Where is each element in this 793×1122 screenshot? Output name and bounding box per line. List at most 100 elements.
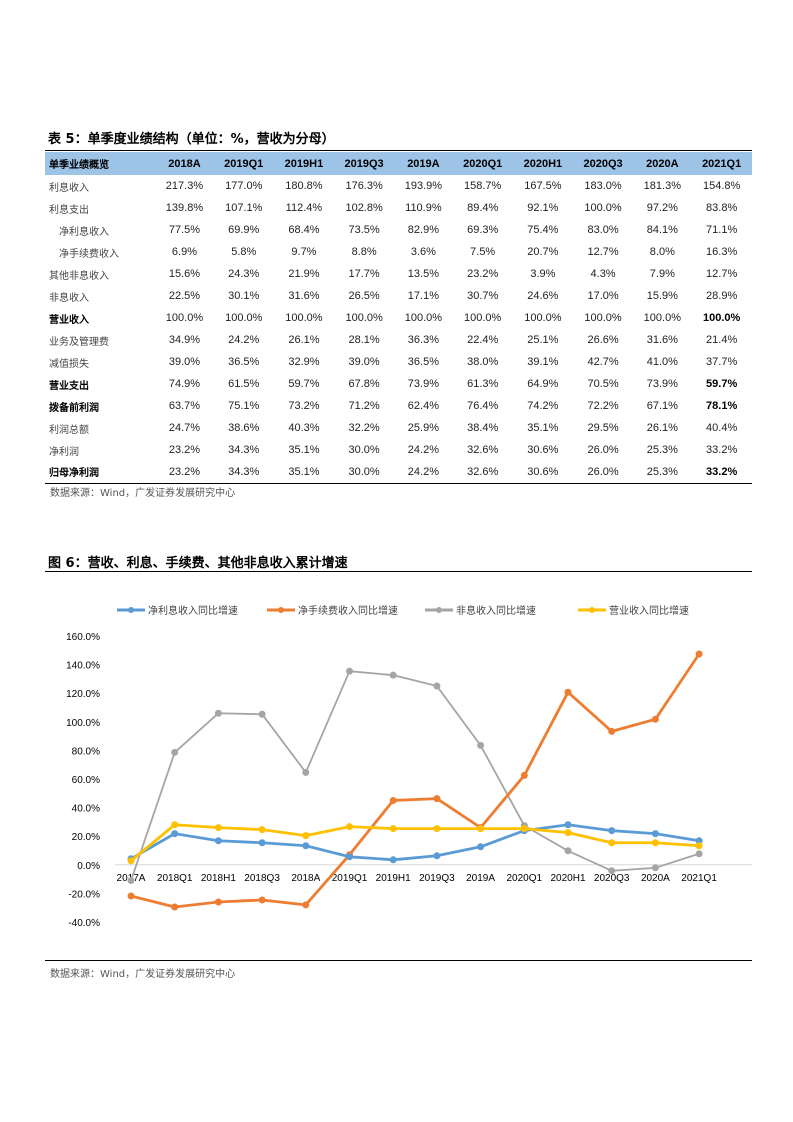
data-point xyxy=(520,825,528,833)
table-row: 其他非息收入 15.6% 24.3% 21.9% 17.7% 13.5% 23.2% 3.9%… xyxy=(45,263,752,285)
data-point xyxy=(258,710,266,718)
row-label: 拨备前利润 xyxy=(49,402,99,414)
table-cell: 3.6% xyxy=(410,246,436,258)
legend-marker xyxy=(589,607,595,613)
table-cell: 3.9% xyxy=(530,268,556,280)
legend-item: 非息收入同比增速 xyxy=(425,604,536,617)
table-cell: 73.9% xyxy=(407,378,439,390)
row-label: 净手续费收入 xyxy=(59,248,119,260)
data-point xyxy=(302,901,310,909)
data-point xyxy=(477,825,485,833)
table-cell: 12.7% xyxy=(706,268,738,280)
table-cell: 78.1% xyxy=(706,400,738,412)
data-point xyxy=(258,839,266,847)
row-label: 减值损失 xyxy=(49,358,89,370)
column-header: 2021Q1 xyxy=(702,157,742,170)
data-point xyxy=(477,843,485,851)
table-cell: 32.6% xyxy=(467,465,499,478)
legend-label: 非息收入同比增速 xyxy=(456,604,536,617)
table-cell: 41.0% xyxy=(646,356,678,368)
table-cell: 34.3% xyxy=(228,465,260,478)
table-cell: 9.7% xyxy=(291,246,317,258)
figure-title: 图 6：营收、利息、手续费、其他非息收入累计增速 xyxy=(48,556,348,571)
x-tick-label: 2019Q3 xyxy=(419,873,455,884)
y-tick-label: 80.0% xyxy=(72,746,100,757)
table-cell: 37.7% xyxy=(706,356,738,368)
x-tick-label: 2018H1 xyxy=(201,873,236,884)
data-point xyxy=(302,842,310,850)
table-row: 减值损失 39.0% 36.5% 32.9% 39.0% 36.5% 38.0% 39.1% 4… xyxy=(45,351,752,373)
series-line xyxy=(130,670,700,881)
legend-item: 净手续费收入同比增速 xyxy=(267,604,398,617)
table-cell: 21.9% xyxy=(288,268,320,280)
y-tick-label: 140.0% xyxy=(66,661,100,672)
table-cell: 35.1% xyxy=(527,422,559,434)
row-label: 利润总额 xyxy=(49,424,89,436)
table-cell: 30.0% xyxy=(348,444,380,456)
table-row: 营业收入 100.0% 100.0% 100.0% 100.0% 100.0% 100.0%… xyxy=(45,307,752,329)
row-label: 净利息收入 xyxy=(59,226,109,238)
table-cell: 100.0% xyxy=(165,312,204,324)
x-tick-label: 2020Q1 xyxy=(507,873,543,884)
data-point xyxy=(302,768,310,776)
table-row: 净手续费收入 6.9% 5.8% 9.7% 8.8% 3.6% 7.5% 20.7% 12.7%… xyxy=(45,241,752,263)
table-cell: 39.1% xyxy=(527,356,559,368)
data-point xyxy=(520,771,528,779)
table-cell: 139.8% xyxy=(165,202,204,214)
x-tick-label: 2020Q3 xyxy=(594,873,630,884)
table-cell: 7.9% xyxy=(649,268,675,280)
table-cell: 13.5% xyxy=(407,268,439,280)
table-cell: 32.9% xyxy=(288,356,320,368)
table-cell: 39.0% xyxy=(348,356,380,368)
table-cell: 17.1% xyxy=(407,290,439,302)
data-point xyxy=(695,842,703,850)
column-header: 2020A xyxy=(646,157,679,170)
table-cell: 34.3% xyxy=(228,444,260,456)
table-cell: 100.0% xyxy=(702,312,741,324)
table-cell: 100.0% xyxy=(524,312,562,324)
x-tick-label: 2018A xyxy=(291,873,320,884)
data-point xyxy=(302,832,310,840)
table-cell: 74.9% xyxy=(168,378,201,390)
y-tick-label: 120.0% xyxy=(66,689,100,700)
table-cell: 17.7% xyxy=(348,268,380,280)
data-point xyxy=(214,837,222,845)
data-point xyxy=(564,829,572,837)
data-point xyxy=(695,837,703,845)
table-cell: 181.3% xyxy=(643,180,681,192)
data-point xyxy=(258,826,266,834)
table-row: 利息支出 139.8% 107.1% 112.4% 102.8% 110.9% 89.4% 9… xyxy=(45,197,752,219)
row-label: 利息收入 xyxy=(49,182,89,194)
table-cell: 35.1% xyxy=(288,444,320,456)
row-label: 其他非息收入 xyxy=(49,270,109,282)
data-point xyxy=(389,796,397,804)
table-cell: 67.8% xyxy=(348,378,380,390)
table-cell: 193.9% xyxy=(404,180,443,192)
data-point xyxy=(127,877,135,885)
table-cell: 21.4% xyxy=(706,334,738,346)
x-tick-label: 2019A xyxy=(466,873,495,884)
table-cell: 32.6% xyxy=(467,444,499,456)
series-line xyxy=(130,653,701,909)
y-tick-label: 0.0% xyxy=(77,861,100,872)
table-cell: 25.3% xyxy=(646,444,678,456)
table-cell: 28.1% xyxy=(348,334,380,346)
legend-item: 净利息收入同比增速 xyxy=(117,604,238,617)
data-point xyxy=(127,857,135,865)
table-cell: 217.3% xyxy=(165,180,204,192)
data-point xyxy=(477,741,485,749)
growth-line-chart: 净利息收入同比增速 净手续费收入同比增速 非息收入同比增速 营业收入同比增速 160.0… xyxy=(66,604,752,929)
table-cell: 35.1% xyxy=(288,465,320,478)
data-point xyxy=(433,852,441,860)
table-top-rule xyxy=(45,150,752,151)
table-source: 数据来源：Wind，广发证券发展研究中心 xyxy=(50,488,236,499)
table-row: 净利润 23.2% 34.3% 35.1% 30.0% 24.2% 32.6% 30.6% 26… xyxy=(45,439,752,461)
legend-item: 营业收入同比增速 xyxy=(578,604,689,617)
table-cell: 69.3% xyxy=(467,224,499,236)
table-cell: 29.5% xyxy=(587,422,619,434)
data-point xyxy=(258,896,266,904)
table-cell: 33.2% xyxy=(706,465,738,478)
table-cell: 69.9% xyxy=(228,224,260,236)
data-point xyxy=(608,867,616,875)
table-cell: 76.4% xyxy=(467,400,499,412)
